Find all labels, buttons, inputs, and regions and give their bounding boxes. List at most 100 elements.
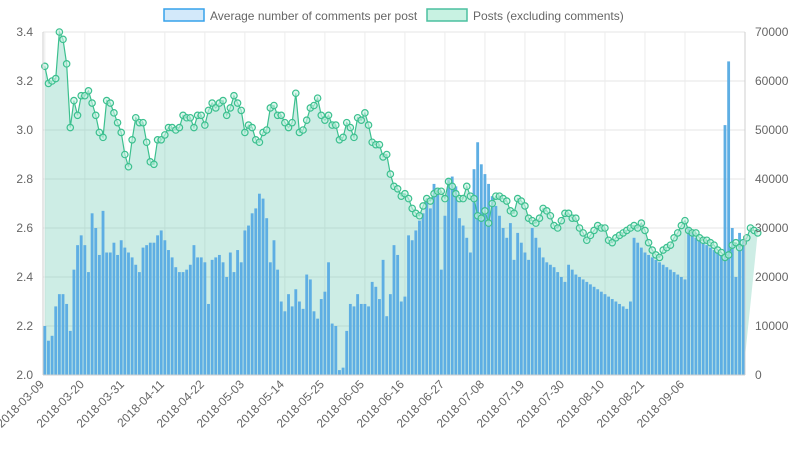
bar-avg-comments — [472, 169, 476, 375]
posts-point — [717, 248, 726, 257]
bar-avg-comments — [188, 264, 192, 375]
bar-avg-comments — [152, 242, 156, 375]
posts-point — [121, 150, 129, 159]
bar-avg-comments — [585, 281, 589, 375]
y-right-tick-label: 60000 — [755, 74, 789, 88]
posts-point — [291, 89, 300, 98]
bar-avg-comments — [741, 240, 745, 375]
posts-point — [110, 109, 118, 117]
bar-avg-comments — [527, 259, 530, 375]
y-left-tick-label: 2.2 — [16, 319, 33, 333]
legend-item[interactable]: Average number of comments per post — [163, 8, 418, 23]
bar-avg-comments — [505, 237, 509, 375]
posts-point — [470, 194, 478, 203]
bar-avg-comments — [341, 367, 345, 375]
bar-avg-comments — [548, 264, 552, 375]
bar-avg-comments — [47, 340, 50, 375]
bar-avg-comments — [687, 228, 691, 375]
posts-point — [382, 150, 391, 159]
bar-avg-comments — [738, 232, 741, 375]
bar-avg-comments — [396, 254, 400, 375]
posts-point — [608, 238, 617, 247]
bar-avg-comments — [599, 291, 603, 375]
bar-avg-comments — [581, 279, 585, 375]
bar-avg-comments — [570, 269, 574, 375]
posts-point — [299, 126, 307, 134]
bar-avg-comments — [61, 294, 65, 375]
bar-avg-comments — [407, 235, 410, 375]
bar-avg-comments — [123, 247, 127, 375]
bar-avg-comments — [418, 220, 421, 375]
posts-point — [255, 138, 264, 147]
bar-avg-comments — [701, 242, 705, 375]
legend-item[interactable]: Posts (excluding comments) — [426, 8, 624, 23]
bar-avg-comments — [338, 370, 341, 375]
bar-avg-comments — [265, 218, 269, 375]
posts-point — [444, 177, 453, 186]
bar-avg-comments — [632, 237, 636, 375]
posts-point — [190, 123, 198, 132]
bar-avg-comments — [54, 306, 58, 375]
bar-avg-comments — [72, 269, 76, 375]
bar-avg-comments — [723, 125, 727, 375]
bar-avg-comments — [181, 272, 185, 375]
bar-avg-comments — [618, 303, 621, 375]
bar-avg-comments — [225, 277, 229, 375]
posts-point — [357, 116, 366, 125]
bar-avg-comments — [247, 225, 250, 375]
posts-point — [317, 111, 326, 120]
bar-avg-comments — [403, 296, 407, 375]
posts-point — [139, 118, 147, 127]
bar-avg-comments — [683, 279, 687, 375]
bar-avg-comments — [443, 215, 447, 375]
bar-avg-comments — [68, 330, 72, 375]
bar-avg-comments — [250, 213, 254, 375]
y-left-tick-label: 3.4 — [16, 25, 33, 39]
posts-point — [502, 197, 511, 205]
bar-avg-comments — [625, 308, 629, 375]
bar-avg-comments — [370, 281, 374, 375]
posts-point — [724, 251, 733, 259]
posts-point — [128, 136, 136, 144]
posts-point — [484, 219, 493, 227]
y-right-tick-label: 10000 — [755, 319, 789, 333]
bar-avg-comments — [538, 247, 541, 375]
y-right-tick-label: 70000 — [755, 25, 789, 39]
posts-point — [219, 96, 227, 105]
bar-avg-comments — [578, 277, 581, 375]
posts-point — [437, 187, 446, 196]
posts-point — [150, 160, 158, 169]
bar-avg-comments — [523, 252, 527, 375]
posts-point — [88, 99, 96, 107]
bar-avg-comments — [283, 311, 287, 375]
posts-point — [481, 207, 489, 215]
y-right-tick-label: 50000 — [755, 123, 789, 137]
bar-avg-comments — [428, 208, 432, 375]
posts-point — [535, 214, 544, 223]
posts-point — [553, 224, 562, 232]
bar-avg-comments — [258, 193, 261, 375]
posts-point — [84, 87, 93, 95]
bar-avg-comments — [137, 272, 141, 375]
posts-point — [677, 221, 686, 230]
legend-label: Average number of comments per post — [210, 9, 418, 23]
posts-point — [710, 241, 718, 249]
posts-point — [452, 189, 460, 198]
bar-avg-comments — [177, 272, 181, 375]
posts-point — [175, 123, 184, 132]
bar-avg-comments — [610, 299, 614, 375]
bar-avg-comments — [621, 306, 625, 375]
posts-point — [161, 131, 169, 139]
posts-point — [426, 197, 435, 205]
posts-point — [288, 118, 296, 127]
posts-point — [753, 229, 762, 237]
bar-avg-comments — [308, 279, 312, 375]
bar-avg-comments — [356, 294, 360, 375]
posts-point — [270, 101, 278, 110]
posts-point — [281, 118, 289, 127]
posts-point — [142, 138, 151, 147]
bar-avg-comments — [319, 299, 323, 375]
bar-avg-comments — [185, 269, 189, 375]
bar-avg-comments — [541, 257, 545, 375]
